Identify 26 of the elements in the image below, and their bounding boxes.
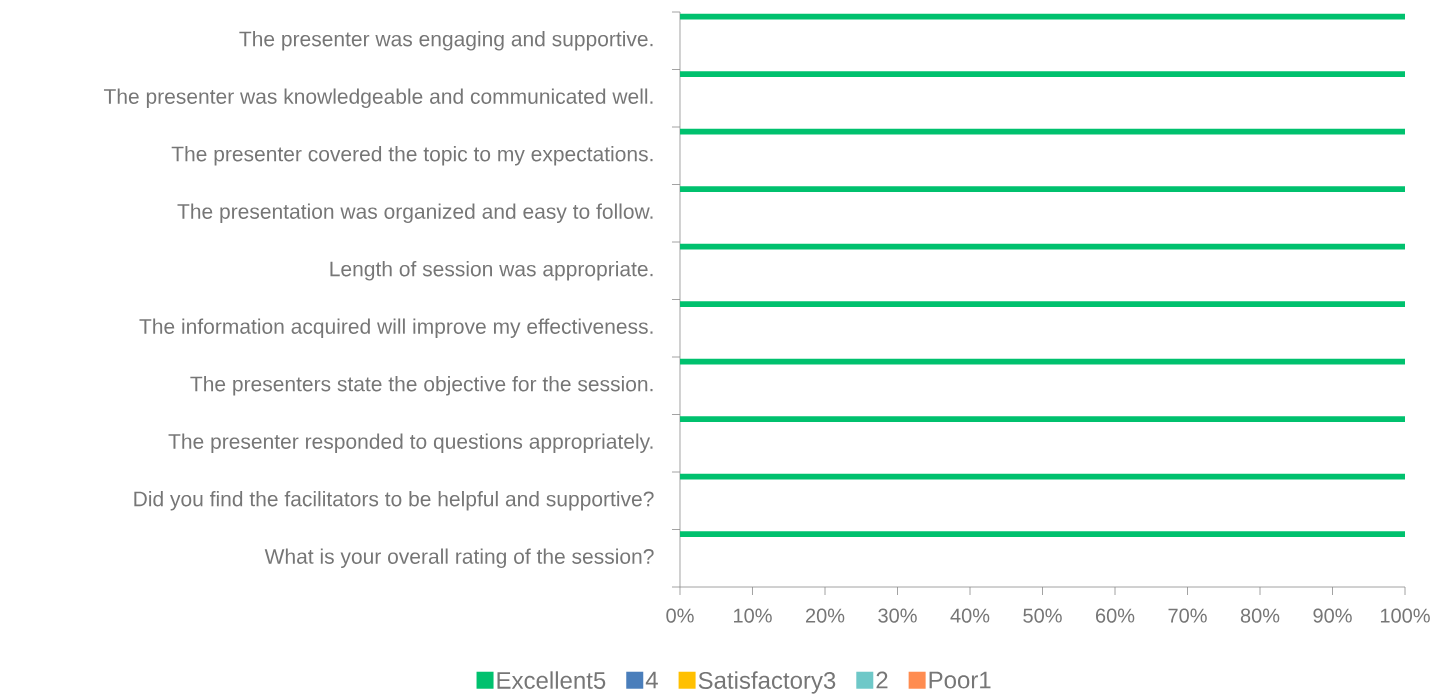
x-tick-label: 40% xyxy=(950,608,990,623)
y-tick-label: The information acquired will improve my effectiveness. xyxy=(139,318,653,339)
y-tick-label: The presenter responded to questions appropriately. xyxy=(168,433,653,454)
x-tick-label: 20% xyxy=(805,608,845,623)
x-tick-label: 80% xyxy=(1240,608,1280,623)
legend-label: 2 xyxy=(876,671,888,689)
legend-label: Satisfactory3 xyxy=(698,671,836,694)
y-tick-label: The presenter was engaging and supportive. xyxy=(239,30,653,51)
y-tick-label: Length of session was appropriate. xyxy=(330,260,653,281)
y-tick-label: The presentation was organized and easy to follow. xyxy=(177,203,653,224)
x-tick-label: 0% xyxy=(666,608,694,623)
y-tick-label: The presenter was knowledgeable and communicated well. xyxy=(103,88,653,109)
y-tick-label: The presenters state the objective for the session. xyxy=(190,375,653,396)
legend-label: Poor1 xyxy=(929,671,991,689)
x-tick-label: 50% xyxy=(1023,608,1062,623)
legend-label: Excellent5 xyxy=(497,671,606,689)
x-tick-label: 70% xyxy=(1168,608,1207,623)
x-tick-label: 100% xyxy=(1380,608,1430,623)
x-tick-label: 90% xyxy=(1313,608,1352,623)
y-tick-label: What is your overall rating of the session? xyxy=(264,548,654,569)
y-tick-label: The presenter covered the topic to my expectations. xyxy=(171,145,653,166)
x-tick-label: 10% xyxy=(734,608,772,623)
y-tick-label: Did you find the facilitators to be helpful and supportive? xyxy=(134,490,654,511)
x-tick-label: 60% xyxy=(1096,608,1135,623)
legend-label: 4 xyxy=(645,671,658,689)
x-tick-label: 30% xyxy=(878,608,917,623)
